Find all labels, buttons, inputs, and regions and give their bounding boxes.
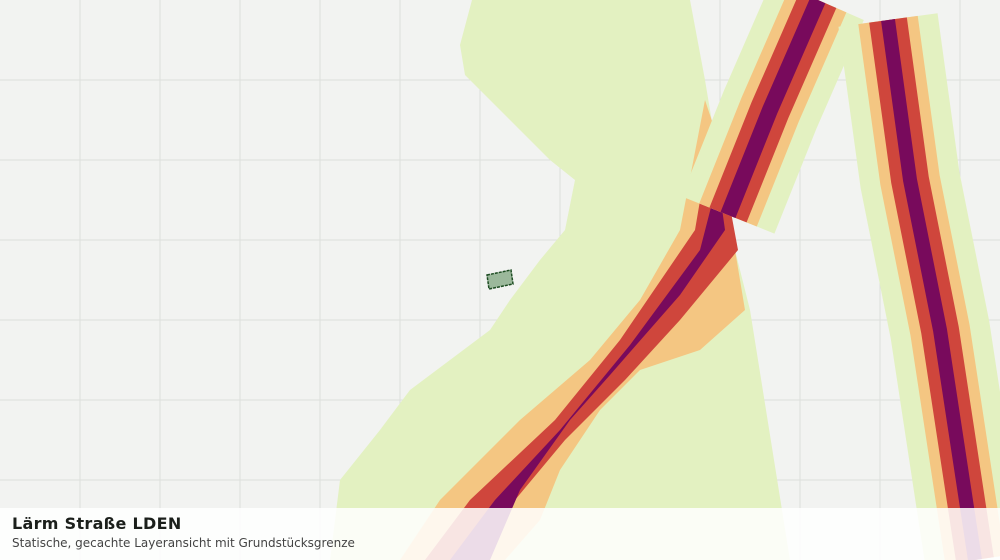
map-title: Lärm Straße LDEN (12, 514, 182, 533)
noise-road-right (681, 0, 1000, 560)
parcel (486, 269, 514, 290)
footer (0, 508, 1000, 560)
map-subtitle: Statische, gecachte Layeransicht mit Gru… (12, 536, 355, 550)
noise-main (330, 0, 790, 560)
